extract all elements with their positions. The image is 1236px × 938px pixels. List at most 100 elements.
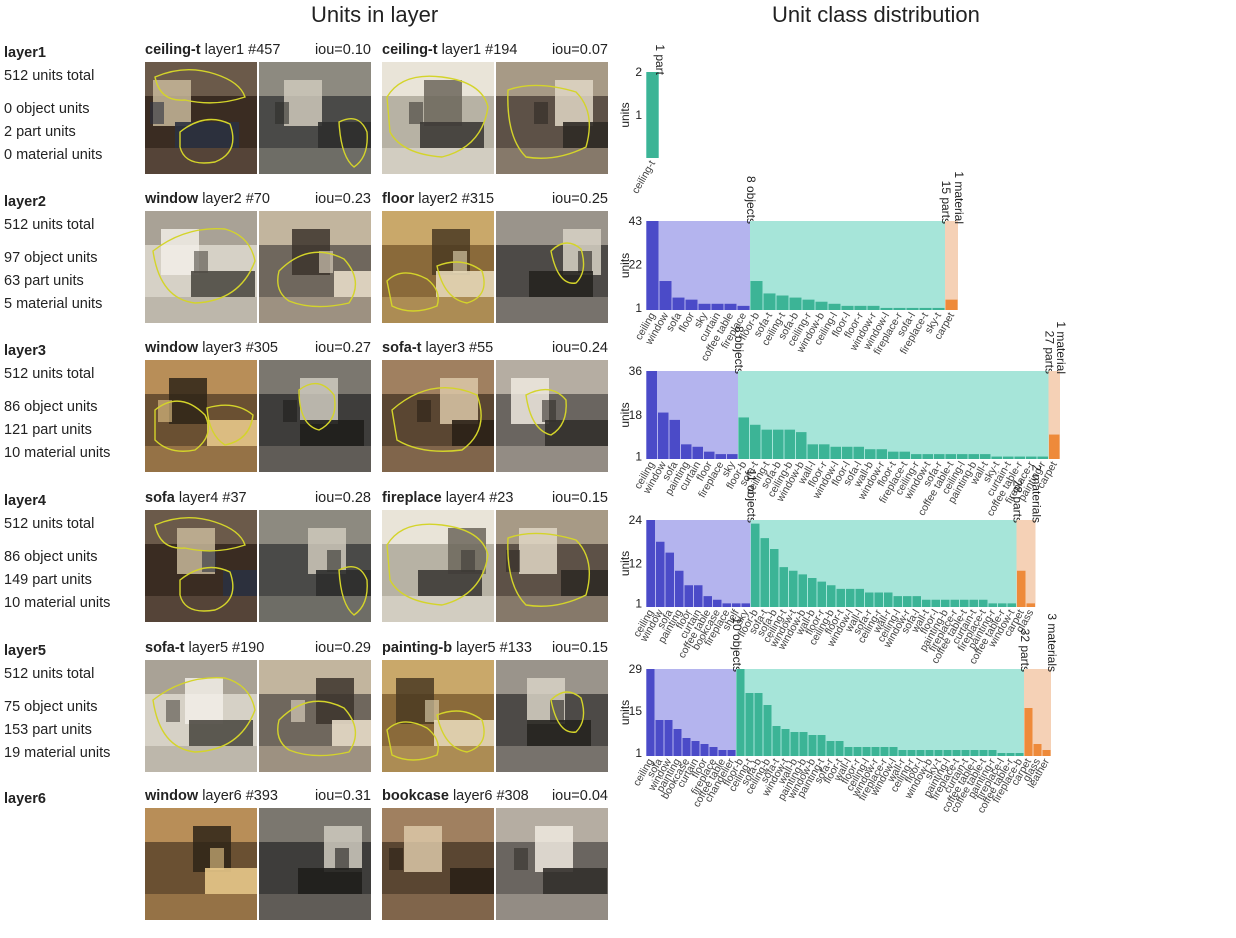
unit-thumbnail[interactable]: [496, 211, 608, 323]
unit-thumbnail[interactable]: [496, 510, 608, 622]
activation-contour: [152, 227, 256, 304]
part-bar: [1014, 456, 1025, 459]
unit-caption: sofa-t layer3 #55 iou=0.24: [382, 340, 608, 360]
part-bar: [827, 585, 836, 607]
unit-images: [382, 808, 608, 920]
unit-thumbnail[interactable]: [145, 360, 257, 472]
unit-thumbnail[interactable]: [382, 62, 494, 174]
y-tick-label: 18: [629, 408, 643, 422]
unit-card[interactable]: painting-b layer5 #133 iou=0.15: [382, 640, 608, 772]
part-bar: [874, 592, 883, 607]
part-bar: [1006, 753, 1015, 756]
unit-class-label: sofa-t: [382, 340, 422, 356]
part-bar: [932, 307, 945, 310]
unit-iou: iou=0.31: [314, 788, 371, 804]
part-bar: [979, 750, 988, 756]
unit-meta: layer2 #315: [418, 191, 495, 207]
unit-card[interactable]: floor layer2 #315 iou=0.25: [382, 191, 608, 323]
unit-thumbnail[interactable]: [382, 360, 494, 472]
part-bar: [802, 299, 815, 310]
object-bar: [684, 585, 693, 607]
part-bar: [855, 588, 864, 607]
chart-svg: units11836ceilingwindowsofapaintingcurta…: [618, 321, 1068, 518]
group-count-label: 27 parts: [1043, 331, 1057, 374]
unit-card[interactable]: sofa layer4 #37 iou=0.28: [145, 490, 371, 622]
unit-thumbnail[interactable]: [259, 360, 371, 472]
part-bar: [1015, 753, 1024, 756]
object-bar: [694, 585, 703, 607]
part-bar: [817, 581, 826, 607]
unit-thumbnail[interactable]: [382, 808, 494, 920]
object-bar: [685, 299, 698, 310]
unit-card[interactable]: window layer2 #70 iou=0.23: [145, 191, 371, 323]
object-units: 0 object units: [4, 101, 90, 117]
unit-iou: iou=0.04: [551, 788, 608, 804]
activation-contour: [386, 523, 489, 606]
unit-images: [145, 510, 371, 622]
part-bar: [898, 750, 907, 756]
activation-contour: [550, 691, 585, 733]
group-count-label: 8 objects: [744, 176, 758, 224]
part-bar: [763, 705, 772, 756]
unit-card[interactable]: ceiling-t layer1 #457 iou=0.10: [145, 42, 371, 174]
part-bar: [826, 741, 835, 756]
unit-thumbnail[interactable]: [145, 510, 257, 622]
part-bar: [798, 574, 807, 607]
chart-svg: units12243ceilingwindowsofafloorskycurta…: [618, 171, 966, 363]
unit-images: [145, 660, 371, 772]
unit-thumbnail[interactable]: [496, 808, 608, 920]
part-bar: [888, 451, 899, 459]
unit-meta: layer4 #37: [178, 490, 247, 506]
unit-class-label: sofa: [145, 490, 175, 506]
unit-thumbnail[interactable]: [259, 808, 371, 920]
object-bar: [698, 303, 711, 310]
unit-thumbnail[interactable]: [145, 808, 257, 920]
object-bar: [656, 541, 665, 607]
unit-card[interactable]: sofa-t layer3 #55 iou=0.24: [382, 340, 608, 472]
unit-iou: iou=0.07: [551, 42, 608, 58]
part-bar: [941, 599, 950, 607]
object-units: 86 object units: [4, 399, 98, 415]
unit-class-label: ceiling-t: [382, 42, 438, 58]
unit-thumbnail[interactable]: [496, 660, 608, 772]
layer-row: layer4 512 units total 86 object units 149 …: [0, 490, 1236, 640]
unit-thumbnail[interactable]: [259, 510, 371, 622]
group-count-label: 28 parts: [1011, 480, 1025, 523]
layer-stats: layer5 512 units total 75 object units 153 …: [4, 640, 139, 765]
part-units: 153 part units: [4, 722, 92, 738]
unit-thumbnail[interactable]: [382, 660, 494, 772]
chart-svg: units11529ceilingsofawindowpaintingbookc…: [618, 613, 1059, 815]
unit-thumbnail[interactable]: [259, 211, 371, 323]
part-bar: [1037, 456, 1048, 459]
unit-thumbnail[interactable]: [496, 62, 608, 174]
part-bar: [862, 747, 871, 756]
unit-card[interactable]: ceiling-t layer1 #194 iou=0.07: [382, 42, 608, 174]
unit-thumbnail[interactable]: [145, 660, 257, 772]
unit-meta: layer3 #55: [425, 340, 494, 356]
unit-iou: iou=0.24: [551, 340, 608, 356]
part-bar: [931, 599, 940, 607]
part-bar: [893, 596, 902, 607]
activation-contour: [507, 532, 590, 607]
part-bar: [952, 750, 961, 756]
unit-thumbnail[interactable]: [382, 211, 494, 323]
unit-thumbnail[interactable]: [145, 62, 257, 174]
unit-thumbnail[interactable]: [259, 62, 371, 174]
part-bar: [773, 429, 784, 459]
layer-name: layer3: [4, 343, 46, 359]
unit-thumbnail[interactable]: [382, 510, 494, 622]
part-bar: [865, 592, 874, 607]
unit-thumbnail[interactable]: [259, 660, 371, 772]
unit-card[interactable]: fireplace layer4 #23 iou=0.15: [382, 490, 608, 622]
part-bar: [934, 750, 943, 756]
layer-row: layer3 512 units total 86 object units 121 …: [0, 340, 1236, 490]
unit-thumbnail[interactable]: [145, 211, 257, 323]
unit-caption: floor layer2 #315 iou=0.25: [382, 191, 608, 211]
unit-caption: ceiling-t layer1 #194 iou=0.07: [382, 42, 608, 62]
part-bar: [789, 570, 798, 607]
unit-thumbnail[interactable]: [496, 360, 608, 472]
part-bar: [997, 753, 1006, 756]
unit-card[interactable]: sofa-t layer5 #190 iou=0.29: [145, 640, 371, 772]
unit-card[interactable]: window layer3 #305 iou=0.27: [145, 340, 371, 472]
unit-images: [382, 360, 608, 472]
